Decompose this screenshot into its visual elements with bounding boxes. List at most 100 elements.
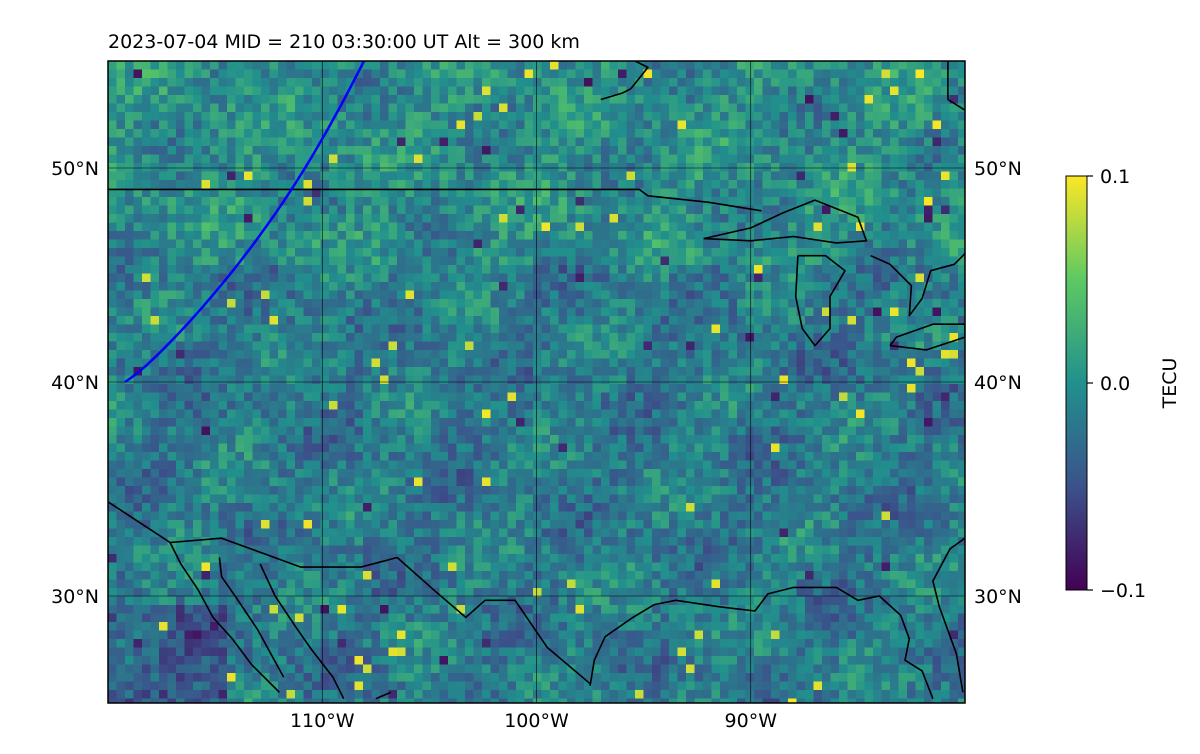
tec-cell [541,214,551,224]
tec-cell [745,188,755,198]
tec-cell [422,137,432,147]
tec-cell [473,290,483,300]
tec-cell [941,324,951,334]
tec-cell [448,154,458,164]
tec-cell [116,256,126,266]
tec-cell [779,239,789,249]
tec-cell [677,452,687,462]
tec-cell [601,401,611,411]
tec-cell [303,120,313,130]
tec-cell [635,129,645,139]
tec-cell [847,214,857,224]
tec-cell [354,86,364,96]
tec-cell [907,265,917,275]
tec-cell [295,316,305,326]
tec-cell [822,69,832,79]
tec-cell [601,112,611,122]
tec-cell [584,375,594,385]
tec-cell [830,409,840,419]
tec-cell [507,384,517,394]
tec-cell [422,367,432,377]
tec-cell [524,392,534,402]
tec-cell [550,384,560,394]
tec-cell [592,146,602,156]
tec-cell [261,333,271,343]
tec-cell [167,443,177,453]
tec-cell [915,401,925,411]
tec-cell [201,460,211,470]
tec-cell [176,443,186,453]
tec-cell [227,78,237,88]
tec-cell [728,154,738,164]
tec-cell [439,78,449,88]
tec-cell [244,205,254,215]
tec-cell [890,452,900,462]
tec-cell [533,307,543,317]
tec-cell [618,137,628,147]
tec-cell [558,409,568,419]
tec-cell [567,146,577,156]
tec-cell [618,214,628,224]
tec-cell [643,214,653,224]
tec-cell [354,78,364,88]
tec-cell [558,78,568,88]
tec-cell [779,120,789,130]
tec-cell [643,256,653,266]
tec-cell [626,341,636,351]
tec-cell [422,163,432,173]
tec-cell [244,95,254,105]
tec-cell [490,205,500,215]
tec-cell [575,120,585,130]
tec-cell [320,324,330,334]
tec-cell [167,418,177,428]
tec-cell [949,460,959,470]
tec-cell [414,324,424,334]
tec-cell [839,222,849,232]
tec-cell [346,333,356,343]
tec-cell [745,154,755,164]
tec-cell [541,154,551,164]
tec-cell [380,358,390,368]
tec-cell [949,333,959,343]
tec-cell [584,418,594,428]
tec-cell [150,120,160,130]
tec-cell [864,69,874,79]
tec-cell [388,392,398,402]
tec-cell [720,401,730,411]
tec-cell [380,375,390,385]
tec-cell [907,69,917,79]
tec-cell [388,197,398,207]
tec-cell [592,307,602,317]
tec-cell [337,112,347,122]
tec-cell [210,341,220,351]
tec-cell [286,197,296,207]
tec-cell [898,316,908,326]
tec-cell [363,188,373,198]
tec-cell [363,146,373,156]
tec-cell [711,214,721,224]
tec-cell [762,197,772,207]
tec-cell [949,103,959,113]
tec-cell [261,205,271,215]
tec-cell [346,154,356,164]
tec-cell [907,273,917,283]
tec-cell [643,460,653,470]
tec-cell [762,401,772,411]
tec-cell [167,188,177,198]
tec-cell [473,282,483,292]
tec-cell [932,239,942,249]
tec-cell [116,299,126,309]
tec-cell [898,367,908,377]
tec-cell [626,401,636,411]
tec-cell [652,341,662,351]
tec-cell [813,401,823,411]
tec-cell [286,95,296,105]
tec-cell [465,154,475,164]
tec-cell [609,112,619,122]
tec-cell [856,435,866,445]
tec-cell [431,290,441,300]
tec-cell [150,307,160,317]
tec-cell [278,163,288,173]
tec-cell [541,341,551,351]
tec-cell [184,324,194,334]
